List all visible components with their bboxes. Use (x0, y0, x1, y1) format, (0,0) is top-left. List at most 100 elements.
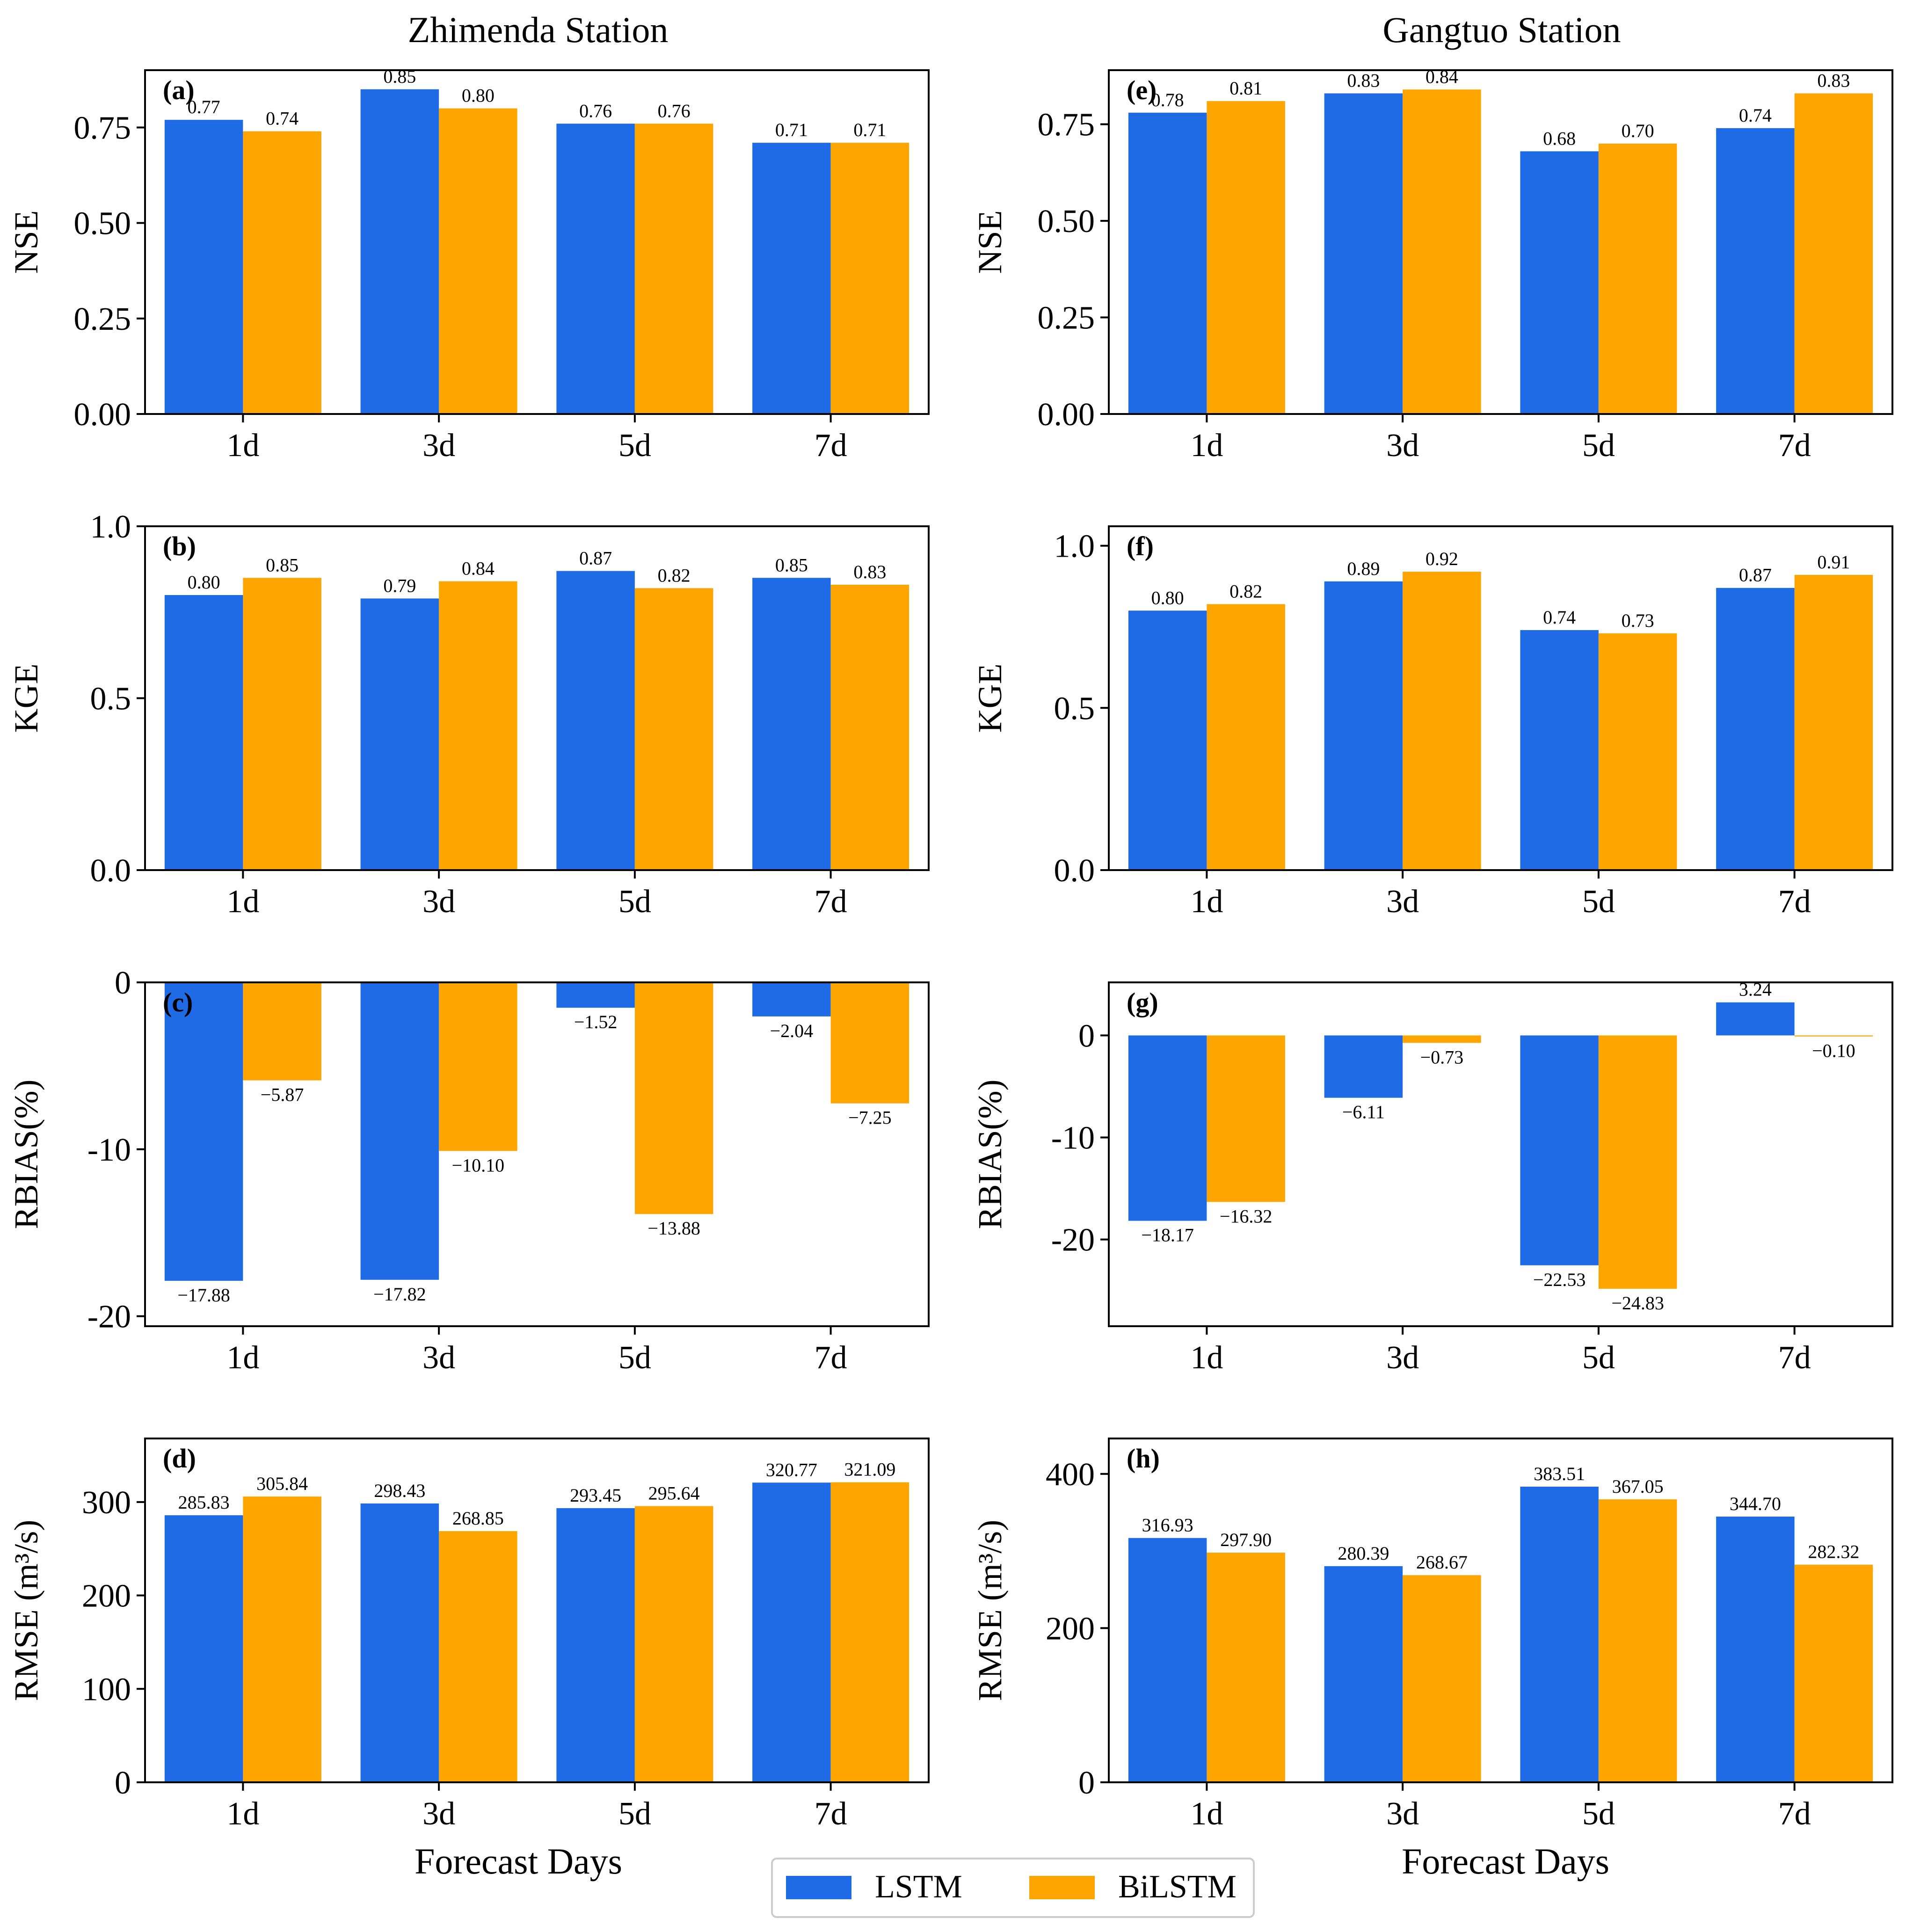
x-tick-label-f-3d: 3d (1386, 884, 1419, 920)
y-tick-label-a: 0.75 (74, 110, 131, 146)
data-label-a-bilstm-1d: 0.74 (266, 108, 298, 129)
bar-g-bilstm-3d (1403, 1035, 1481, 1043)
bar-a-bilstm-5d (634, 123, 713, 414)
x-tick-label-d-3d: 3d (422, 1796, 455, 1832)
bar-d-lstm-7d (752, 1482, 831, 1782)
panel-e: 0.780.830.680.740.810.840.700.830.000.25… (971, 66, 1893, 464)
data-label-c-lstm-1d: −17.88 (177, 1285, 230, 1306)
y-axis-label-e: NSE (971, 210, 1009, 274)
bar-c-lstm-3d (360, 982, 439, 1280)
x-tick-label-f-1d: 1d (1190, 884, 1223, 920)
data-label-c-lstm-5d: −1.52 (574, 1011, 618, 1032)
data-label-b-bilstm-1d: 0.85 (266, 554, 298, 575)
bar-c-lstm-1d (164, 982, 243, 1281)
bar-c-lstm-7d (752, 982, 831, 1017)
bar-f-bilstm-7d (1794, 575, 1873, 870)
data-label-a-lstm-7d: 0.71 (775, 119, 808, 140)
data-label-c-lstm-3d: −17.82 (373, 1284, 426, 1305)
data-label-e-lstm-7d: 0.74 (1739, 105, 1772, 126)
bar-h-lstm-3d (1324, 1566, 1403, 1782)
data-label-a-lstm-1d: 0.77 (188, 96, 220, 117)
data-label-b-lstm-1d: 0.80 (188, 572, 220, 593)
x-tick-label-g-7d: 7d (1778, 1340, 1811, 1376)
bar-b-lstm-5d (556, 571, 635, 870)
panel-label-e: (e) (1127, 75, 1157, 105)
bar-c-bilstm-1d (243, 982, 321, 1081)
data-label-a-lstm-3d: 0.85 (383, 66, 416, 87)
data-label-e-lstm-1d: 0.78 (1151, 89, 1184, 110)
y-tick-label-f: 0.0 (1054, 853, 1095, 889)
bar-b-lstm-3d (360, 598, 439, 870)
bar-f-bilstm-1d (1207, 604, 1285, 870)
x-tick-label-c-5d: 5d (618, 1340, 651, 1376)
y-axis-label-a: NSE (7, 210, 45, 274)
data-label-f-bilstm-3d: 0.92 (1426, 548, 1458, 569)
x-tick-label-d-5d: 5d (618, 1796, 651, 1832)
data-label-f-lstm-5d: 0.74 (1543, 607, 1576, 628)
y-tick-label-d: 0 (115, 1765, 131, 1801)
bar-d-bilstm-3d (439, 1531, 517, 1782)
x-axis-title-left: Forecast Days (415, 1841, 622, 1881)
data-label-d-lstm-1d: 285.83 (178, 1492, 230, 1513)
x-tick-label-e-5d: 5d (1582, 428, 1615, 464)
data-label-f-bilstm-5d: 0.73 (1622, 610, 1654, 631)
panel-g: −18.17−6.11−22.533.24−16.32−0.73−24.83−0… (971, 979, 1893, 1376)
data-label-d-lstm-3d: 298.43 (374, 1480, 425, 1501)
bar-f-lstm-3d (1324, 581, 1403, 870)
data-label-h-lstm-3d: 280.39 (1338, 1543, 1389, 1564)
bar-h-bilstm-1d (1207, 1553, 1285, 1782)
bar-a-bilstm-3d (439, 108, 517, 414)
axes-frame-a (144, 69, 930, 415)
x-tick-label-h-1d: 1d (1190, 1796, 1223, 1832)
legend-label-bilstm: BiLSTM (1118, 1869, 1237, 1905)
data-label-d-bilstm-3d: 268.85 (452, 1508, 504, 1529)
x-axis-title-right: Forecast Days (1402, 1841, 1609, 1881)
legend-frame (771, 1858, 1255, 1918)
data-label-h-bilstm-5d: 367.05 (1612, 1476, 1664, 1497)
data-label-h-bilstm-7d: 282.32 (1808, 1541, 1859, 1562)
y-tick-label-g: 0 (1078, 1018, 1095, 1054)
bar-a-bilstm-1d (243, 131, 321, 414)
data-label-f-bilstm-7d: 0.91 (1817, 552, 1850, 573)
legend: LSTM BiLSTM (771, 1858, 1255, 1918)
panel-label-h: (h) (1127, 1443, 1160, 1474)
y-tick-label-d: 100 (82, 1671, 131, 1707)
data-label-h-bilstm-3d: 268.67 (1416, 1552, 1468, 1573)
data-label-f-lstm-3d: 0.89 (1347, 558, 1380, 579)
legend-swatch-bilstm (1029, 1876, 1095, 1899)
chart-panels: 0.770.850.760.710.740.800.760.710.000.25… (7, 66, 1893, 1832)
x-tick-label-f-7d: 7d (1778, 884, 1811, 920)
y-tick-label-c: -20 (87, 1299, 131, 1335)
bar-f-lstm-1d (1128, 610, 1207, 870)
y-tick-label-e: 0.50 (1038, 203, 1095, 240)
data-label-d-lstm-5d: 293.45 (570, 1485, 621, 1506)
bar-d-lstm-5d (556, 1508, 635, 1782)
x-tick-label-a-7d: 7d (815, 428, 847, 464)
panel-label-d: (d) (163, 1443, 196, 1474)
x-tick-label-f-5d: 5d (1582, 884, 1615, 920)
y-tick-label-b: 1.0 (90, 509, 131, 545)
y-tick-label-g: -20 (1051, 1222, 1095, 1258)
axes-frame-f (1108, 525, 1893, 871)
legend-label-lstm: LSTM (875, 1869, 962, 1905)
bar-c-bilstm-5d (634, 982, 713, 1214)
data-label-b-lstm-5d: 0.87 (579, 548, 612, 569)
bar-a-lstm-7d (752, 143, 831, 414)
data-label-e-bilstm-5d: 0.70 (1622, 120, 1654, 141)
data-label-h-lstm-7d: 344.70 (1730, 1493, 1781, 1514)
data-label-h-lstm-1d: 316.93 (1142, 1515, 1193, 1536)
y-tick-label-b: 0.5 (90, 681, 131, 717)
bar-b-lstm-1d (164, 595, 243, 870)
bar-c-bilstm-7d (830, 982, 909, 1104)
y-tick-label-c: -10 (87, 1132, 131, 1168)
x-tick-label-g-3d: 3d (1386, 1340, 1419, 1376)
bar-d-lstm-3d (360, 1503, 439, 1782)
bar-c-lstm-5d (556, 982, 635, 1008)
data-label-e-bilstm-7d: 0.83 (1817, 70, 1850, 91)
data-label-c-bilstm-5d: −13.88 (647, 1218, 700, 1239)
column-title-gangtuo: Gangtuo Station (1382, 9, 1621, 50)
column-title-zhimenda: Zhimenda Station (408, 9, 669, 50)
y-tick-label-d: 200 (82, 1578, 131, 1614)
data-label-b-lstm-7d: 0.85 (775, 554, 808, 575)
panel-label-g: (g) (1127, 987, 1158, 1017)
